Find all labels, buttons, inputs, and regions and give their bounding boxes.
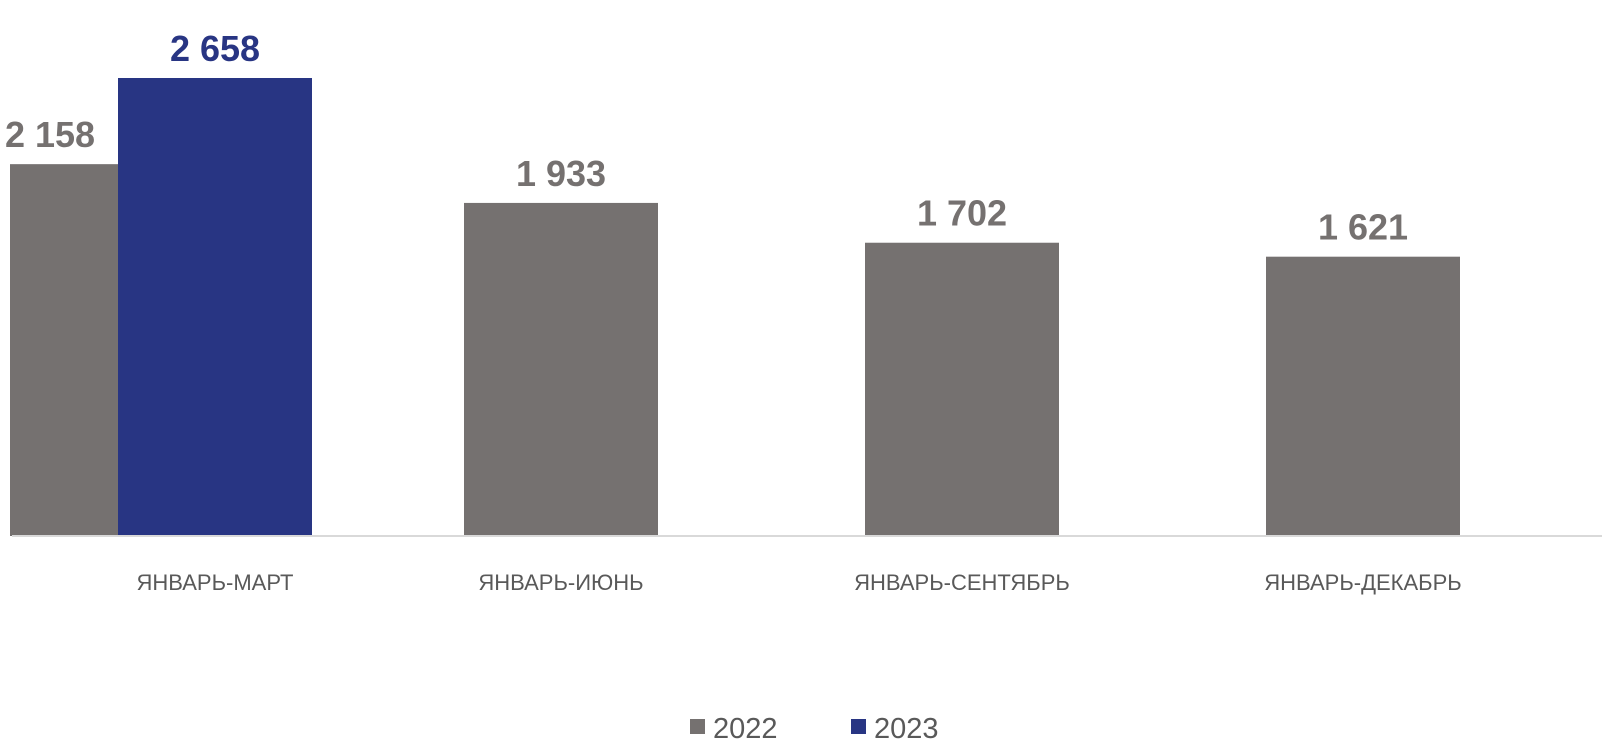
data-label-2022-1: 2 158 [5, 114, 95, 155]
x-tick-labels: ЯНВАРЬ-МАРТ ЯНВАРЬ-ИЮНЬ ЯНВАРЬ-СЕНТЯБРЬ ЯНВ… [137, 570, 1462, 595]
data-label-2023-1: 2 658 [170, 28, 260, 69]
data-label-2022-4: 1 621 [1318, 207, 1408, 248]
legend-label-2023: 2023 [874, 713, 939, 741]
x-tick-label-1: ЯНВАРЬ-МАРТ [137, 570, 294, 595]
bar-2022-1 [10, 164, 118, 536]
data-label-2022-3: 1 702 [917, 193, 1007, 234]
bar-2023-1 [118, 78, 312, 536]
bar-2022-4 [1266, 256, 1460, 536]
bars-layer [10, 78, 1460, 537]
bar-2022-2 [464, 202, 658, 537]
x-tick-label-3: ЯНВАРЬ-СЕНТЯБРЬ [854, 570, 1070, 595]
legend-swatch-2022 [690, 719, 705, 734]
legend: 2022 2023 [690, 713, 939, 741]
legend-swatch-2023 [851, 719, 866, 734]
value-labels-layer: 2 158 2 658 1 933 1 702 1 621 [5, 28, 1408, 248]
data-label-2022-2: 1 933 [516, 153, 606, 194]
bar-2022-3 [865, 242, 1059, 536]
x-tick-label-4: ЯНВАРЬ-ДЕКАБРЬ [1264, 570, 1461, 595]
legend-label-2022: 2022 [713, 713, 778, 741]
x-tick-label-2: ЯНВАРЬ-ИЮНЬ [478, 570, 643, 595]
